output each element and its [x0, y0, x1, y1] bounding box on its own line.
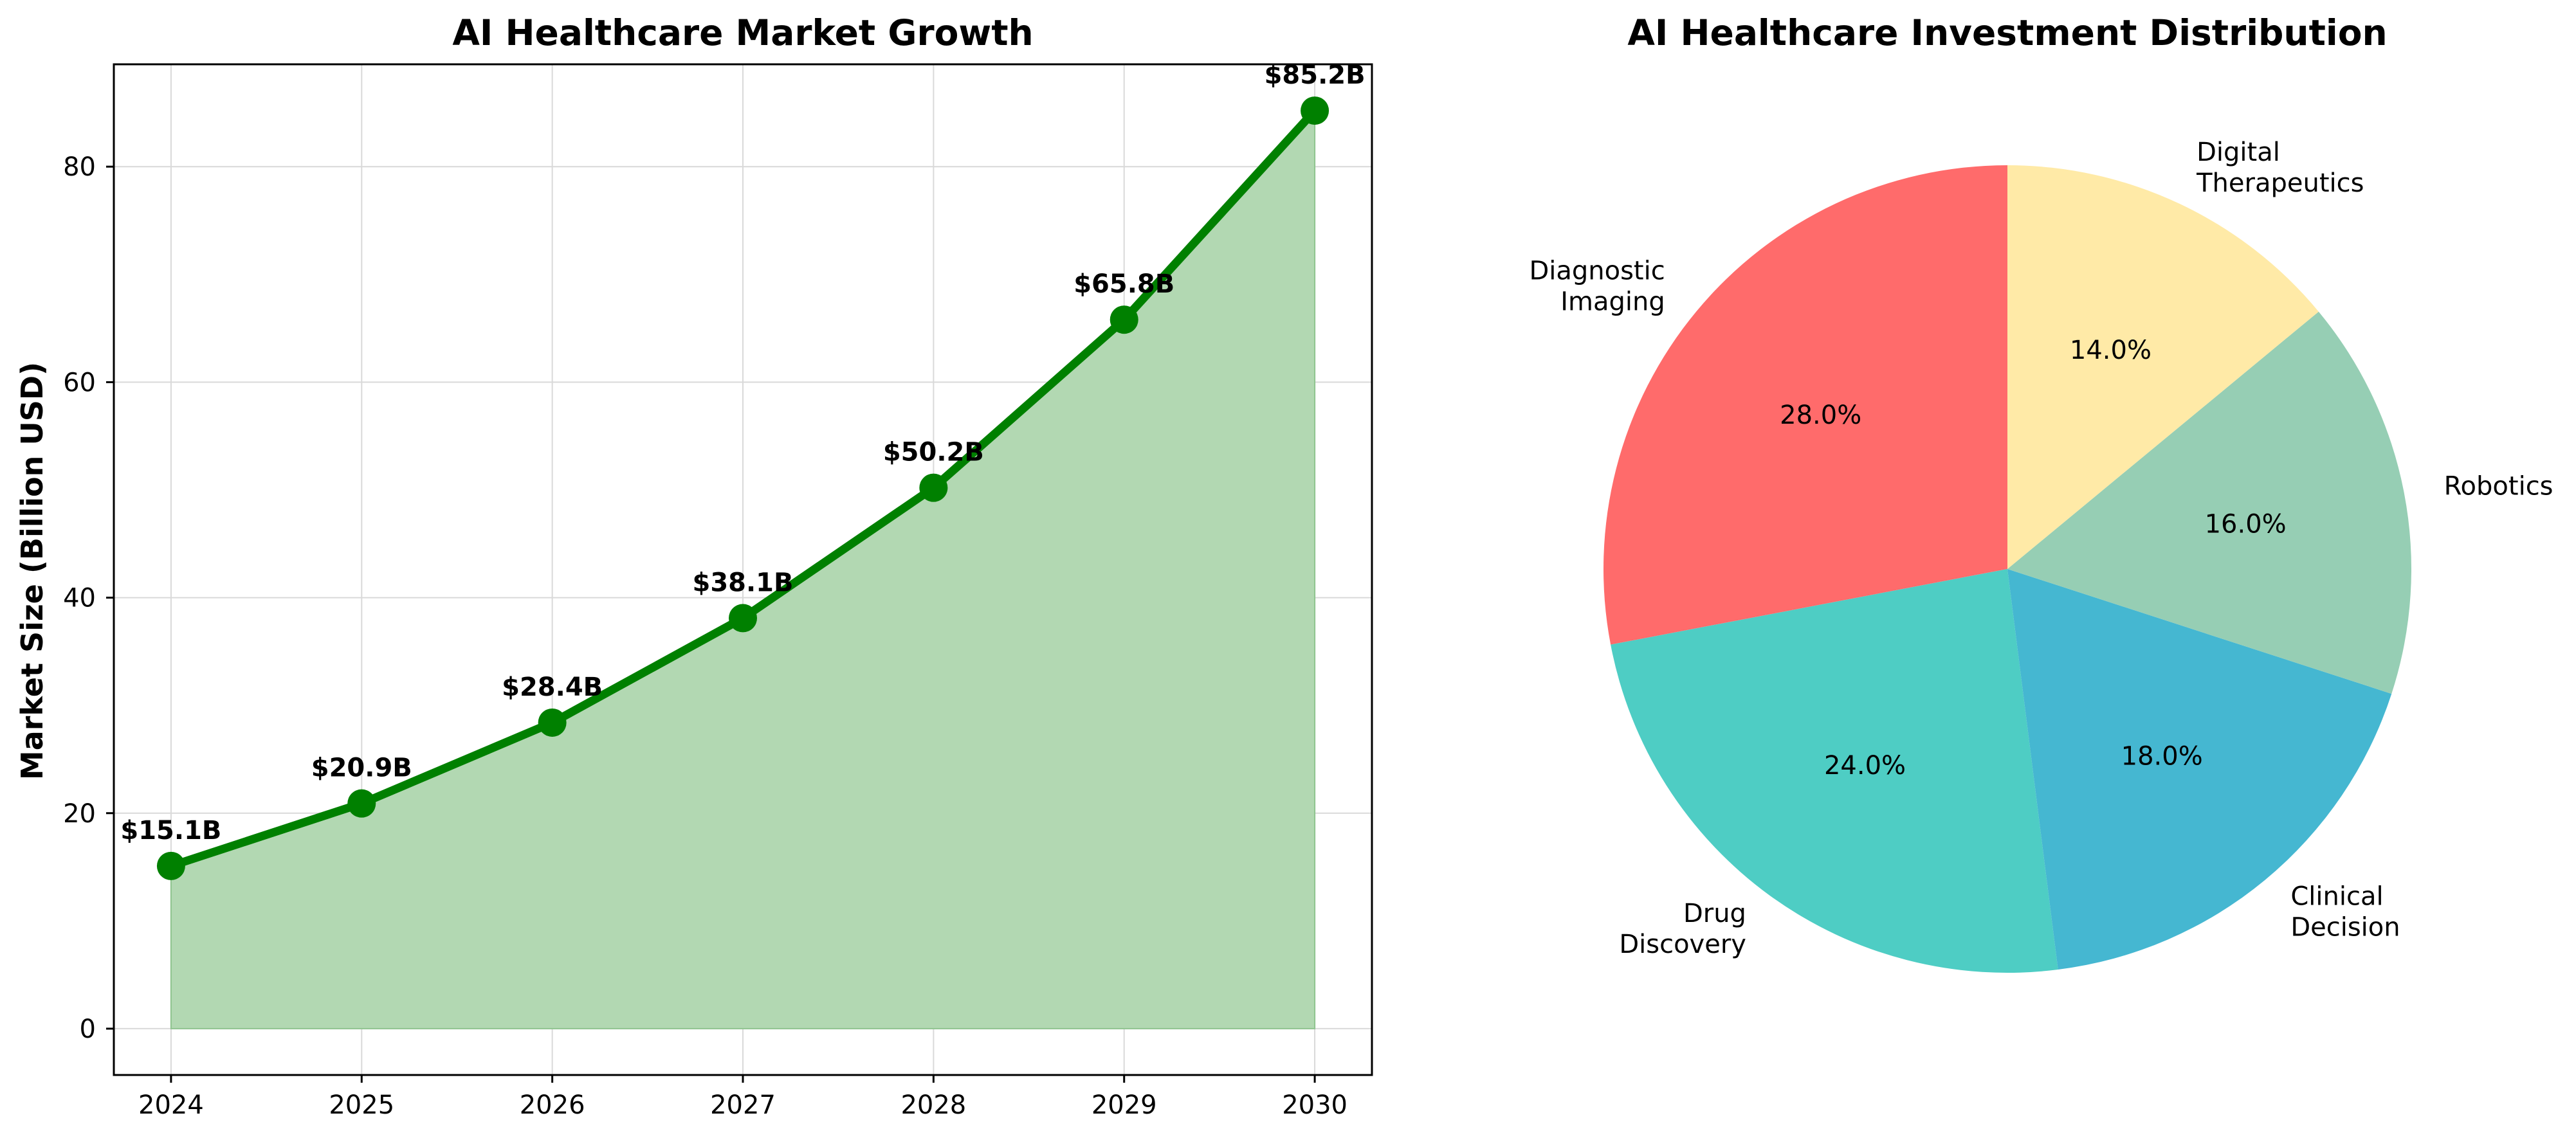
y-axis-label: Market Size (Billion USD) — [15, 362, 50, 780]
data-points — [156, 96, 1329, 880]
pie-category-label: Diagnostic Imaging — [1529, 257, 1665, 317]
pie-category-label: Drug Discovery — [1619, 899, 1746, 959]
x-tick-label: 2028 — [900, 1090, 966, 1120]
x-tick-label: 2030 — [1282, 1090, 1347, 1120]
x-tick-label: 2029 — [1092, 1090, 1157, 1120]
x-tick-label: 2025 — [329, 1090, 394, 1120]
line-chart-title: AI Healthcare Market Growth — [452, 12, 1033, 53]
data-point — [729, 604, 757, 633]
data-label: $65.8B — [1073, 269, 1174, 299]
plot-frame — [113, 63, 1373, 1076]
y-tick-label: 20 — [63, 799, 96, 829]
pie-percent-labels: 28.0% 24.0% 18.0% 16.0% 14.0% — [1780, 336, 2287, 781]
pie-slices — [1603, 165, 2411, 973]
y-tick-label: 80 — [63, 152, 96, 182]
pie-slice — [1611, 569, 2058, 973]
pie-category-labels: Diagnostic Imaging Drug Discovery Clinical De… — [1529, 138, 2553, 959]
data-label: $20.9B — [311, 754, 412, 783]
pie-slice — [2007, 311, 2411, 694]
pie-percent-label: 18.0% — [2121, 741, 2203, 771]
pie-category-label: Clinical Decision — [2290, 881, 2400, 942]
data-label: $28.4B — [502, 673, 603, 702]
data-point — [156, 851, 185, 880]
pie-category-label: Digital Therapeutics — [2196, 138, 2364, 198]
pie-chart: AI Healthcare Investment Distribution 28… — [1529, 12, 2553, 973]
line-chart: AI Healthcare Market Growth $15.1B $20.9B… — [15, 12, 1373, 1120]
data-label: $38.1B — [692, 568, 793, 597]
x-tick-label: 2024 — [138, 1090, 204, 1120]
y-tick-label: 0 — [80, 1015, 96, 1044]
data-label: $15.1B — [120, 816, 221, 845]
data-label: $85.2B — [1265, 60, 1366, 90]
data-point — [538, 708, 567, 737]
pie-chart-title: AI Healthcare Investment Distribution — [1627, 12, 2387, 53]
data-label: $50.2B — [883, 438, 984, 467]
pie-category-label: Robotics — [2444, 472, 2553, 501]
y-tick-label: 40 — [63, 584, 96, 613]
x-tick-label: 2027 — [710, 1090, 776, 1120]
pie-slice — [2007, 569, 2392, 970]
pie-slice — [2007, 165, 2319, 569]
y-tick-label: 60 — [63, 368, 96, 397]
y-axis-ticks: 0 20 40 60 80 — [63, 152, 114, 1044]
data-point — [347, 789, 376, 818]
pie-percent-label: 24.0% — [1824, 751, 1906, 781]
pie-slice — [1603, 165, 2007, 645]
data-point — [919, 473, 948, 502]
x-tick-label: 2026 — [520, 1090, 585, 1120]
x-axis-ticks: 2024 2025 2026 2027 2028 2029 2030 — [138, 1075, 1347, 1120]
data-labels: $15.1B $20.9B $28.4B $38.1B $50.2B $65.8B $85.… — [120, 60, 1365, 845]
pie-percent-label: 14.0% — [2070, 336, 2151, 365]
data-point — [1301, 96, 1329, 125]
pie-percent-label: 28.0% — [1780, 401, 1861, 430]
pie-percent-label: 16.0% — [2205, 509, 2287, 539]
data-point — [1110, 305, 1138, 334]
